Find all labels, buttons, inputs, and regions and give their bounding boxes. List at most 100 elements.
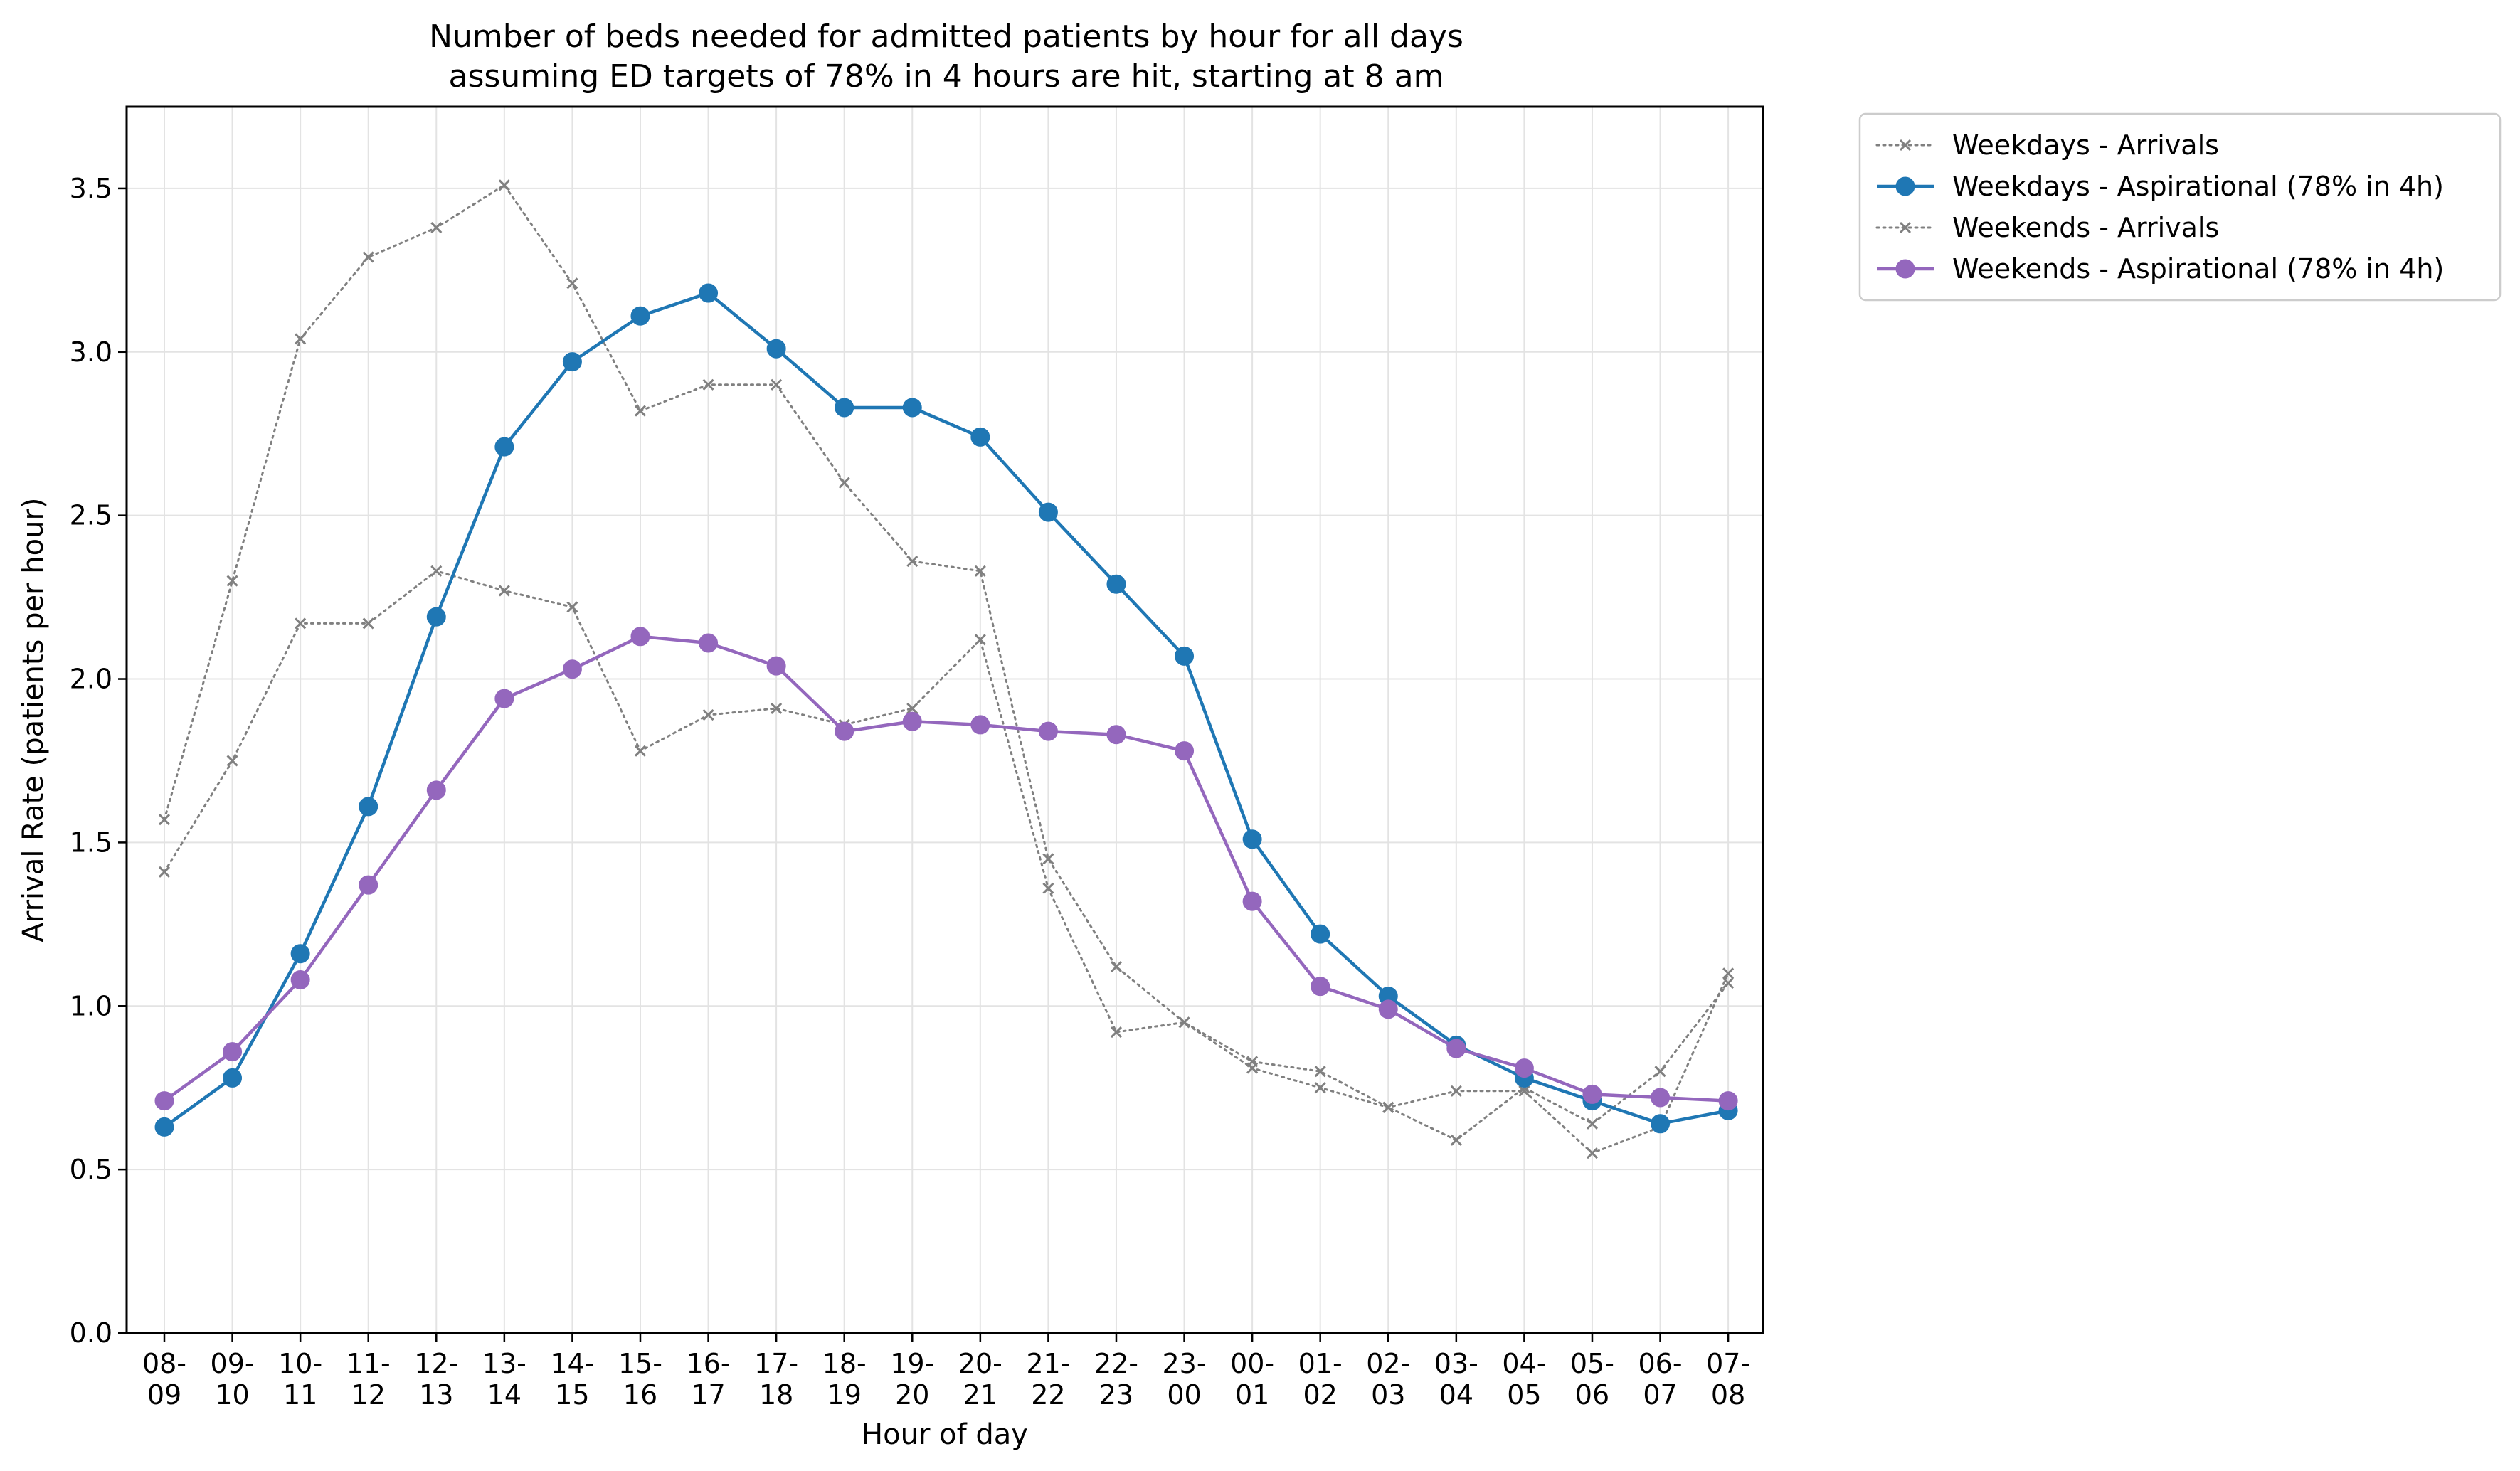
data-point bbox=[223, 1068, 243, 1088]
data-point bbox=[906, 702, 918, 714]
data-point bbox=[430, 222, 443, 234]
x-tick-label: 16 bbox=[623, 1379, 657, 1411]
data-point bbox=[1175, 741, 1195, 761]
y-tick-label: 0.0 bbox=[70, 1317, 112, 1349]
series-line bbox=[163, 570, 1730, 1142]
legend-item: Weekends - Arrivals bbox=[1875, 212, 2219, 243]
x-tick-label: 09 bbox=[147, 1379, 181, 1411]
data-point bbox=[1446, 1039, 1466, 1058]
series-weekends-aspirational-78-in-4h- bbox=[154, 627, 1738, 1111]
data-point bbox=[154, 1117, 174, 1137]
x-axis-label: Hour of day bbox=[862, 1418, 1028, 1451]
data-point bbox=[970, 427, 990, 447]
y-axis-label: Arrival Rate (patients per hour) bbox=[17, 498, 50, 942]
x-tick-label: 20 bbox=[895, 1379, 929, 1411]
data-point bbox=[566, 277, 578, 290]
data-point bbox=[1314, 1082, 1326, 1094]
x-tick-label: 17 bbox=[691, 1379, 725, 1411]
x-tick-label: 15 bbox=[555, 1379, 589, 1411]
data-point bbox=[1378, 999, 1398, 1019]
series-weekdays-arrivals bbox=[158, 179, 1735, 1159]
data-point bbox=[1450, 1085, 1462, 1097]
data-point bbox=[1311, 977, 1330, 997]
x-tick-label: 14- bbox=[550, 1348, 594, 1379]
data-point bbox=[1654, 1066, 1666, 1078]
data-point bbox=[426, 780, 446, 800]
data-point bbox=[562, 352, 582, 372]
data-point bbox=[295, 617, 307, 630]
x-tick-label: 14 bbox=[487, 1379, 522, 1411]
data-point bbox=[494, 437, 514, 457]
x-tick-label: 06 bbox=[1575, 1379, 1609, 1411]
legend-label: Weekends - Aspirational (78% in 4h) bbox=[1952, 253, 2444, 285]
x-tick-label: 22 bbox=[1031, 1379, 1065, 1411]
y-tick-label: 1.0 bbox=[70, 990, 112, 1021]
series-line bbox=[163, 634, 1729, 1103]
y-axis: 0.0 0.5 1.0 1.5 2.0 2.5 3.0 3.5 bbox=[70, 173, 127, 1349]
y-tick-label: 1.5 bbox=[70, 827, 112, 858]
x-tick-label: 01 bbox=[1235, 1379, 1269, 1411]
data-point bbox=[974, 565, 986, 577]
data-point bbox=[771, 702, 783, 714]
x-tick-label: 07 bbox=[1643, 1379, 1677, 1411]
data-point bbox=[1514, 1058, 1534, 1078]
data-point bbox=[1110, 1026, 1123, 1039]
x-tick-label: 21- bbox=[1026, 1348, 1070, 1379]
legend-label: Weekdays - Arrivals bbox=[1952, 129, 2219, 161]
data-point bbox=[362, 617, 374, 630]
data-point bbox=[630, 627, 650, 647]
data-point bbox=[906, 555, 918, 568]
legend-label: Weekends - Arrivals bbox=[1952, 212, 2219, 243]
data-point bbox=[766, 339, 786, 359]
data-point bbox=[1178, 1016, 1190, 1029]
data-point bbox=[359, 875, 378, 895]
data-point bbox=[158, 814, 171, 826]
data-point bbox=[1722, 977, 1735, 989]
x-tick-label: 10 bbox=[215, 1379, 249, 1411]
data-point bbox=[1895, 176, 1915, 196]
x-tick-label: 13- bbox=[482, 1348, 526, 1379]
data-point bbox=[835, 398, 854, 418]
legend-item: Weekdays - Aspirational (78% in 4h) bbox=[1877, 171, 2444, 202]
data-point bbox=[1242, 891, 1262, 911]
data-point bbox=[702, 378, 714, 391]
data-point bbox=[290, 944, 310, 964]
x-tick-label: 01- bbox=[1298, 1348, 1343, 1379]
data-point bbox=[1718, 1091, 1738, 1111]
x-tick-label: 22- bbox=[1094, 1348, 1138, 1379]
data-point bbox=[226, 755, 238, 767]
x-tick-label: 02- bbox=[1366, 1348, 1410, 1379]
data-point bbox=[1038, 721, 1058, 741]
legend-label: Weekdays - Aspirational (78% in 4h) bbox=[1952, 171, 2444, 202]
x-tick-label: 15- bbox=[618, 1348, 662, 1379]
data-point bbox=[838, 477, 850, 489]
data-point bbox=[290, 970, 310, 989]
x-tick-label: 04 bbox=[1439, 1379, 1473, 1411]
y-tick-label: 3.5 bbox=[70, 173, 112, 204]
x-tick-label: 04- bbox=[1502, 1348, 1546, 1379]
data-point bbox=[1175, 646, 1195, 666]
data-point bbox=[699, 633, 719, 653]
data-point bbox=[295, 333, 307, 345]
data-point bbox=[702, 709, 714, 721]
data-point bbox=[1651, 1114, 1671, 1134]
x-tick-label: 13 bbox=[419, 1379, 453, 1411]
data-point bbox=[974, 634, 986, 646]
data-point bbox=[1311, 924, 1330, 944]
data-point bbox=[1450, 1134, 1462, 1146]
x-tick-label: 03- bbox=[1434, 1348, 1478, 1379]
x-tick-label: 11- bbox=[346, 1348, 391, 1379]
data-point bbox=[154, 1091, 174, 1111]
data-point bbox=[1722, 967, 1735, 979]
data-point bbox=[223, 1042, 243, 1062]
x-tick-label: 21 bbox=[963, 1379, 997, 1411]
data-point bbox=[1242, 829, 1262, 849]
data-point bbox=[970, 715, 990, 735]
x-tick-label: 05- bbox=[1570, 1348, 1614, 1379]
data-point bbox=[498, 585, 510, 597]
data-point bbox=[1586, 1147, 1599, 1159]
chart-title: Number of beds needed for admitted patie… bbox=[429, 18, 1463, 55]
data-point bbox=[630, 306, 650, 326]
x-tick-label: 03 bbox=[1371, 1379, 1405, 1411]
